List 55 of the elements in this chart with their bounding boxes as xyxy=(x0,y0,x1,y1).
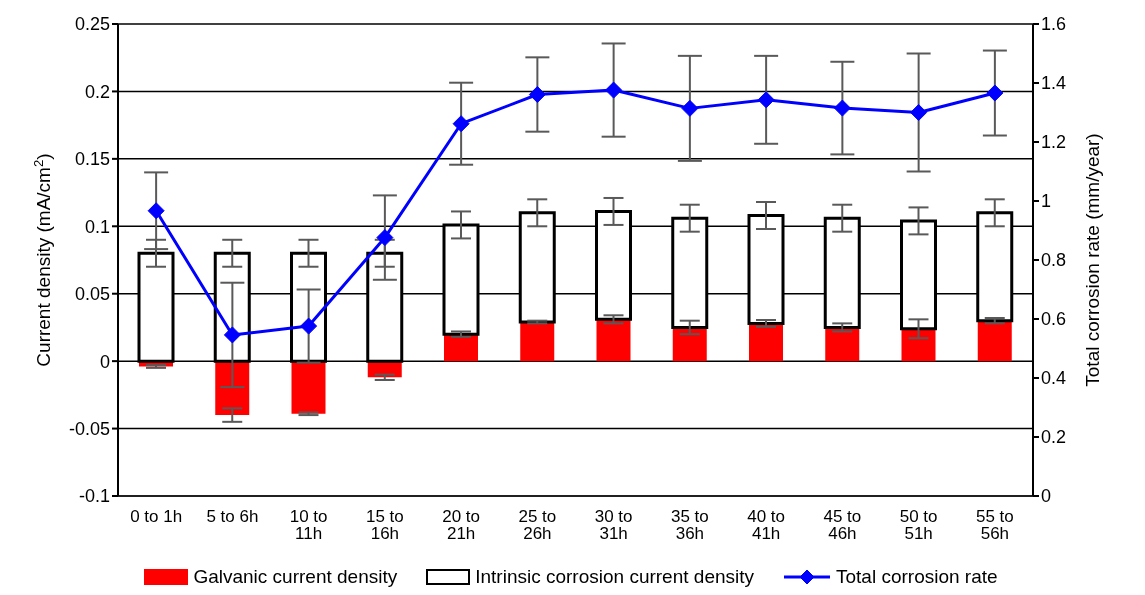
point xyxy=(376,229,394,247)
y2-axis-title: Total corrosion rate (mm/year) xyxy=(1082,133,1103,387)
y-tick-label: -0.05 xyxy=(68,418,110,439)
y2-tick-label: 1.2 xyxy=(1041,132,1067,153)
point xyxy=(223,326,241,344)
point xyxy=(452,115,470,133)
point xyxy=(528,86,546,103)
x-tick-label: 20 to 21h xyxy=(442,507,481,544)
point xyxy=(681,99,699,117)
y-tick-label: -0.1 xyxy=(78,486,110,507)
legend-label: Intrinsic corrosion current density xyxy=(475,566,755,588)
y2-tick-label: 1.6 xyxy=(1041,14,1067,35)
y2-tick-label: 0.8 xyxy=(1041,250,1067,271)
y2-tick-label: 0.6 xyxy=(1041,309,1067,330)
y-tick-label: 0.2 xyxy=(84,81,110,102)
point xyxy=(833,99,851,117)
x-tick-label: 15 to 16h xyxy=(365,507,404,544)
y2-tick-label: 0 xyxy=(1041,486,1052,507)
x-tick-label: 40 to 41h xyxy=(747,507,786,544)
y2-tick-label: 1.4 xyxy=(1041,73,1067,94)
x-tick-label: 5 to 6h xyxy=(206,507,259,527)
point xyxy=(757,91,775,109)
x-tick-label: 25 to 26h xyxy=(518,507,557,544)
legend-label: Total corrosion rate xyxy=(836,566,998,588)
y-tick-label: 0.1 xyxy=(84,216,110,237)
x-tick-label: 0 to 1h xyxy=(130,507,183,527)
bar xyxy=(291,361,326,414)
y2-tick-label: 0.2 xyxy=(1041,427,1067,448)
y-tick-label: 0.15 xyxy=(74,149,110,170)
y-tick-label: 0 xyxy=(99,351,110,372)
bar xyxy=(672,327,707,362)
bar xyxy=(520,322,555,362)
point xyxy=(986,84,1004,102)
x-tick-label: 55 to 56h xyxy=(975,507,1014,544)
bar xyxy=(825,327,860,362)
x-tick-label: 45 to 46h xyxy=(823,507,862,544)
x-tick-label: 30 to 31h xyxy=(594,507,633,544)
y-tick-label: 0.05 xyxy=(74,284,110,305)
bar xyxy=(901,328,936,362)
point xyxy=(910,104,928,121)
point xyxy=(147,202,165,220)
bar xyxy=(749,323,783,362)
bar xyxy=(215,361,250,416)
bar xyxy=(444,334,478,362)
legend-label: Galvanic current density xyxy=(193,566,398,588)
x-tick-label: 50 to 51h xyxy=(899,507,938,544)
bar xyxy=(596,319,631,362)
x-tick-label: 35 to 36h xyxy=(670,507,709,544)
point xyxy=(300,317,318,335)
y2-tick-label: 0.4 xyxy=(1041,368,1067,389)
y2-tick-label: 1 xyxy=(1041,191,1052,212)
point xyxy=(605,81,623,99)
x-tick-label: 10 to 11h xyxy=(289,507,328,544)
y-tick-label: 0.25 xyxy=(74,14,110,35)
bar xyxy=(977,320,1012,362)
